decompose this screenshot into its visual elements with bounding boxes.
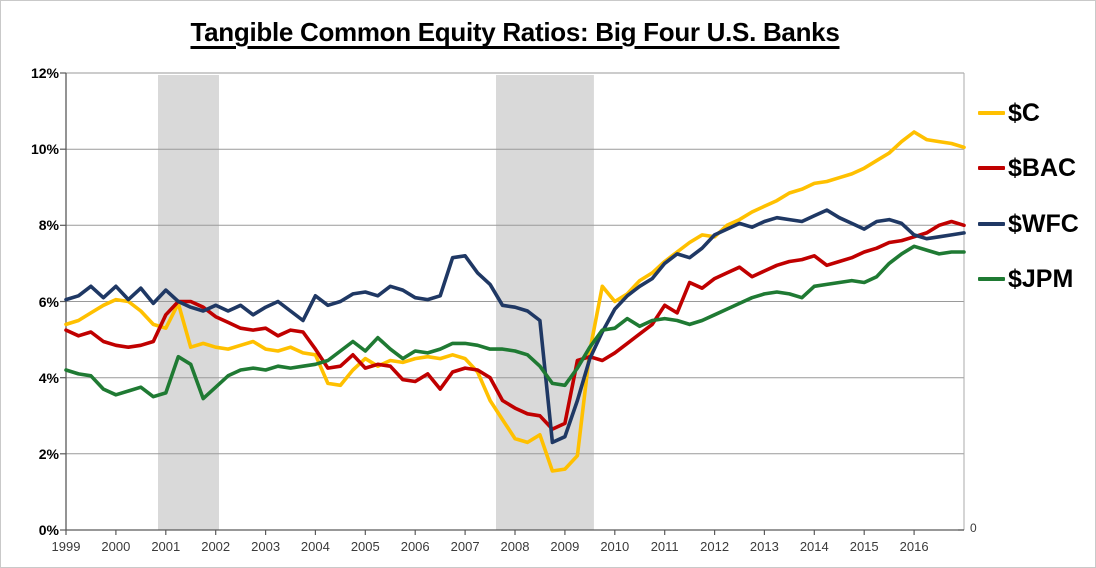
x-axis-tick-label: 1999 [51, 539, 81, 554]
x-axis-tick-label: 2009 [550, 539, 580, 554]
series-line-jpm [64, 244, 966, 401]
series-line-c [64, 130, 966, 473]
x-axis-tick-label: 2000 [101, 539, 131, 554]
title-wrap: Tangible Common Equity Ratios: Big Four … [66, 17, 964, 48]
legend-item-jpm: $JPM [978, 264, 1073, 294]
x-axis-tick-label: 2012 [700, 539, 730, 554]
legend-item-c: $C [978, 98, 1040, 128]
legend-label: $WFC [1008, 209, 1079, 238]
y-axis-tick-label: 10% [30, 141, 59, 158]
x-axis-tick-label: 2014 [799, 539, 829, 554]
legend-line-swatch [978, 222, 1005, 226]
legend-label: $C [1008, 98, 1040, 127]
y-axis-tick-label: 8% [38, 217, 59, 234]
y-axis-tick-label: 6% [38, 293, 59, 310]
y-axis-tick-label: 4% [38, 369, 59, 386]
y-axis-tick-label: 2% [38, 445, 59, 462]
legend-label: $JPM [1008, 264, 1074, 293]
legend-line-swatch [978, 277, 1005, 281]
legend-item-bac: $BAC [978, 153, 1076, 183]
x-axis-tick-label: 2016 [899, 539, 929, 554]
x-axis-tick-label: 2011 [650, 539, 679, 554]
chart-title: Tangible Common Equity Ratios: Big Four … [190, 17, 840, 47]
x-axis-tick-label: 2004 [300, 539, 330, 554]
legend-label: $BAC [1008, 153, 1077, 182]
x-axis-tick-label: 2002 [201, 539, 231, 554]
x-axis-tick-label: 2003 [251, 539, 281, 554]
x-axis-tick-label: 2015 [849, 539, 879, 554]
y-axis-tick-label: 12% [30, 65, 59, 81]
x-axis-tick-label: 2006 [400, 539, 430, 554]
recession-band [496, 75, 594, 530]
legend-line-swatch [978, 111, 1005, 115]
secondary-axis-zero-label: 0 [970, 521, 977, 535]
x-axis-tick-label: 2005 [350, 539, 380, 554]
legend-line-swatch [978, 166, 1005, 170]
legend-item-wfc: $WFC [978, 209, 1079, 239]
x-axis-tick-label: 2008 [500, 539, 530, 554]
y-axis-tick-label: 0% [38, 522, 59, 538]
x-axis-tick-label: 2007 [450, 539, 480, 554]
series-line-bac [64, 219, 966, 431]
series-line-wfc [64, 208, 966, 445]
x-axis-tick-label: 2010 [600, 539, 630, 554]
x-axis-tick-label: 2001 [151, 539, 181, 554]
x-axis-tick-label: 2013 [749, 539, 779, 554]
